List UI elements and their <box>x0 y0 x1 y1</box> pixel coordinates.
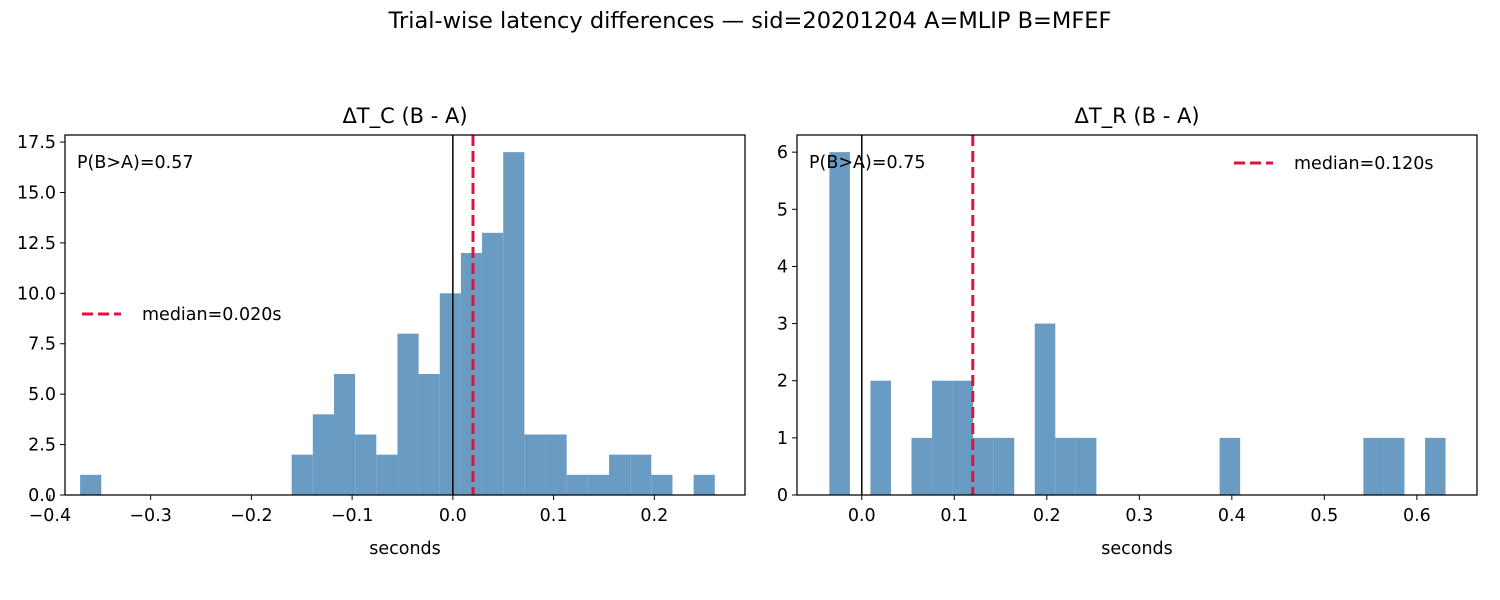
histogram-bar <box>291 454 313 495</box>
y-tick-label: 6 <box>777 143 788 163</box>
panel-title: ΔT_C (B - A) <box>342 104 467 129</box>
panel-title: ΔT_R (B - A) <box>1074 104 1199 129</box>
x-tick-label: 0.1 <box>940 506 968 526</box>
y-tick-label: 15.0 <box>17 183 56 203</box>
y-tick-label: 0.0 <box>28 486 56 506</box>
x-tick-label: 0.2 <box>640 506 668 526</box>
x-tick-label: 0.1 <box>540 506 568 526</box>
x-axis-label: seconds <box>1101 539 1173 559</box>
histogram-bar <box>312 414 334 495</box>
y-tick-label: 2.5 <box>28 436 56 456</box>
histogram-bar <box>630 454 652 495</box>
x-tick-label: 0.4 <box>1218 506 1246 526</box>
histogram-bar <box>1055 437 1076 495</box>
x-tick-label: 0.6 <box>1403 506 1431 526</box>
histogram-bar <box>566 474 588 495</box>
histogram-bar <box>952 380 974 495</box>
y-tick-label: 7.5 <box>28 335 56 355</box>
axes-frame <box>796 134 1478 496</box>
histogram-bar <box>376 454 398 495</box>
histogram-bar <box>482 232 504 495</box>
y-tick-label: 17.5 <box>17 133 56 153</box>
x-tick-label: 0.2 <box>1033 506 1061 526</box>
histogram-bar <box>693 474 715 495</box>
x-tick-label: 0.3 <box>1125 506 1153 526</box>
legend-label: median=0.020s <box>142 305 281 325</box>
histogram-bar <box>545 434 567 495</box>
probability-annotation: P(B>A)=0.75 <box>809 153 925 173</box>
histogram-bar <box>829 152 850 495</box>
y-tick-label: 5.0 <box>28 385 56 405</box>
y-tick-label: 10.0 <box>17 284 56 304</box>
y-tick-label: 12.5 <box>17 234 56 254</box>
y-tick-label: 4 <box>777 257 788 277</box>
histogram-bar <box>333 373 356 495</box>
histogram-bar <box>1219 437 1241 495</box>
x-tick-label: −0.4 <box>29 506 72 526</box>
histogram-bar <box>397 333 419 495</box>
histogram-bar <box>651 474 673 495</box>
x-tick-label: −0.1 <box>331 506 374 526</box>
y-tick-label: 1 <box>777 429 788 449</box>
x-axis-label: seconds <box>369 539 441 559</box>
histogram-bar <box>993 437 1015 495</box>
histogram-bar <box>524 434 546 495</box>
histogram-bar <box>439 293 461 495</box>
histogram-bar <box>355 434 377 495</box>
legend-label: median=0.120s <box>1294 154 1433 174</box>
histogram-bar <box>1363 437 1384 495</box>
histogram-bar <box>870 380 891 495</box>
histogram-bar <box>460 252 483 495</box>
x-tick-label: 0.0 <box>439 506 467 526</box>
histogram-bar <box>503 152 525 495</box>
x-tick-label: 0.0 <box>848 506 876 526</box>
histogram-bar <box>418 373 440 495</box>
x-tick-label: −0.2 <box>230 506 273 526</box>
y-tick-label: 5 <box>777 200 788 220</box>
histogram-bar <box>80 474 102 495</box>
histogram-bar <box>1034 323 1056 495</box>
axes-frame <box>64 134 746 496</box>
y-tick-label: 3 <box>777 315 788 335</box>
histogram-bar <box>587 474 609 495</box>
probability-annotation: P(B>A)=0.57 <box>77 153 193 173</box>
histogram-bar <box>1075 437 1097 495</box>
histogram-bar <box>1383 437 1405 495</box>
figure-title: Trial-wise latency differences — sid=202… <box>388 8 1112 34</box>
histogram-bar <box>911 437 933 495</box>
panel-delta-tc: −0.4 −0.3 −0.2 −0.1 0.0 0.1 0.2 0.0 2.5 5.0 7.5 10.… <box>17 104 746 559</box>
histogram-bar <box>932 380 953 495</box>
histogram-bar <box>1425 437 1446 495</box>
x-tick-label: 0.5 <box>1310 506 1338 526</box>
y-tick-label: 2 <box>777 372 788 392</box>
x-tick-label: −0.3 <box>129 506 172 526</box>
histogram-bar <box>609 454 631 495</box>
panel-delta-tr: 0.0 0.1 0.2 0.3 0.4 0.5 0.6 0 1 2 3 4 5 6 seconds ΔT_R … <box>777 104 1478 559</box>
y-tick-label: 0 <box>777 486 788 506</box>
histogram-bar <box>973 437 994 495</box>
